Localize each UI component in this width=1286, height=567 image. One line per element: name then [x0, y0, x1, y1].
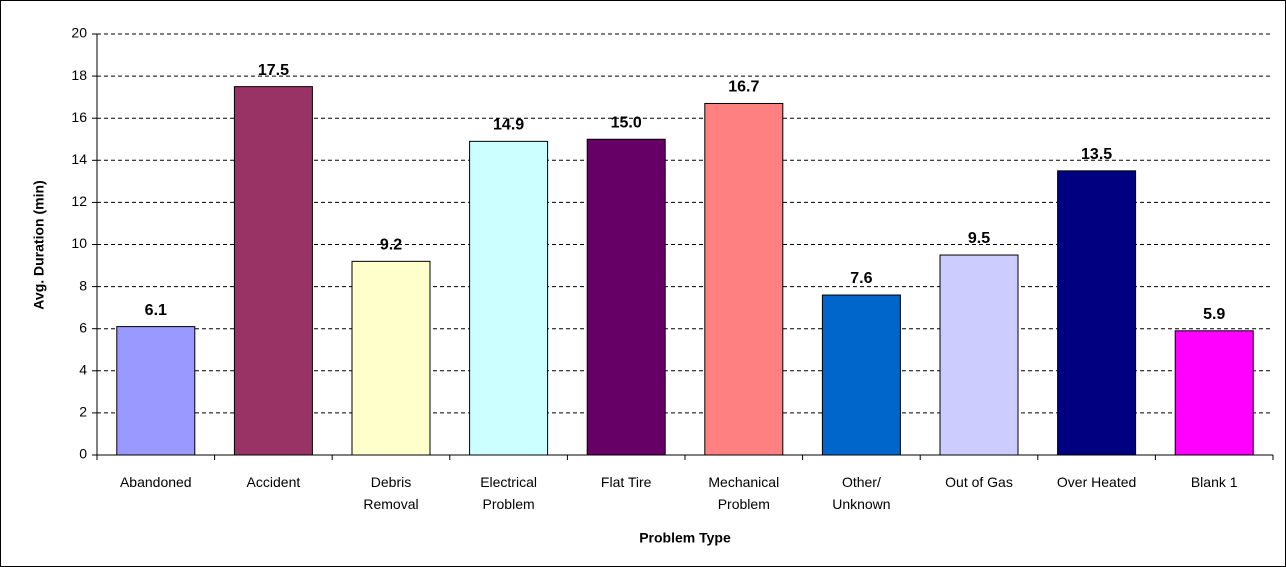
bar	[351, 260, 431, 456]
data-label: 9.2	[380, 237, 402, 254]
x-tick-label: Over Heated	[1057, 474, 1136, 490]
x-tick-label: Out of Gas	[945, 474, 1013, 490]
y-tick-label: 20	[71, 25, 87, 41]
x-tick-label: Accident	[247, 474, 301, 490]
y-tick-label: 14	[71, 151, 87, 167]
data-label: 13.5	[1081, 146, 1112, 163]
y-tick-label: 12	[71, 193, 87, 209]
y-tick-label: 10	[71, 235, 87, 251]
y-tick-label: 16	[71, 109, 87, 125]
x-axis-title: Problem Type	[639, 530, 731, 546]
x-tick-label: Electrical Problem	[480, 474, 537, 512]
data-label: 7.6	[850, 270, 872, 287]
bar	[939, 254, 1019, 456]
bar	[704, 102, 784, 456]
y-tick-label: 0	[79, 446, 87, 462]
data-label: 15.0	[611, 114, 642, 131]
x-tick-label: Other/Unknown	[832, 474, 890, 512]
bar	[116, 326, 196, 456]
data-label: 5.9	[1203, 306, 1225, 323]
bar	[469, 140, 549, 456]
y-tick-label: 18	[71, 67, 87, 83]
bar	[1057, 170, 1137, 456]
y-tick-label: 4	[79, 362, 87, 378]
bar	[586, 138, 666, 456]
x-tick-label: Abandoned	[120, 474, 192, 490]
bar	[233, 86, 313, 456]
bar	[821, 294, 901, 456]
data-label: 14.9	[493, 117, 524, 134]
x-tick-label: Debris Removal	[363, 474, 418, 512]
x-tick-label: Mechanical Problem	[708, 474, 779, 512]
y-tick-label: 6	[79, 319, 87, 335]
y-tick-label: 8	[79, 277, 87, 293]
y-tick-label: 2	[79, 404, 87, 420]
bar	[1174, 330, 1254, 456]
x-tick-label: Blank 1	[1191, 474, 1238, 490]
data-label: 9.5	[968, 230, 990, 247]
data-label: 16.7	[728, 79, 759, 96]
y-axis-title: Avg. Duration (min)	[31, 180, 47, 309]
data-label: 6.1	[145, 302, 167, 319]
x-tick-label: Flat Tire	[601, 474, 652, 490]
data-label: 17.5	[258, 62, 289, 79]
